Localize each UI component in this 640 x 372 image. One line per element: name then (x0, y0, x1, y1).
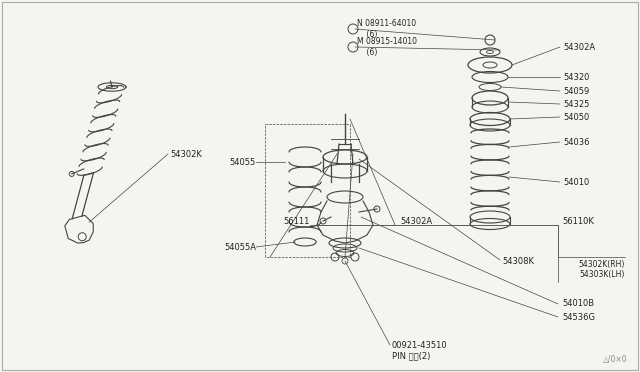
Text: 54302K(RH): 54302K(RH) (579, 260, 625, 269)
Text: 54055A: 54055A (224, 243, 256, 251)
Text: 54059: 54059 (563, 87, 589, 96)
Text: 54308K: 54308K (502, 257, 534, 266)
Text: 54050: 54050 (563, 112, 589, 122)
Text: 54320: 54320 (563, 73, 589, 81)
Text: 56111: 56111 (284, 217, 310, 225)
Text: 56110K: 56110K (562, 217, 594, 225)
Text: 54536G: 54536G (562, 312, 595, 321)
Text: 54303K(LH): 54303K(LH) (580, 270, 625, 279)
Text: 54302A: 54302A (400, 217, 432, 225)
Text: PIN ピン(2): PIN ピン(2) (392, 352, 430, 360)
Text: 54055: 54055 (230, 157, 256, 167)
Text: 54036: 54036 (563, 138, 589, 147)
Text: 54010B: 54010B (562, 299, 594, 308)
Text: △/0×0: △/0×0 (604, 355, 628, 364)
Text: 54302K: 54302K (170, 150, 202, 158)
Text: N 08911-64010
    (6): N 08911-64010 (6) (357, 19, 416, 39)
Text: 00921-43510: 00921-43510 (392, 340, 447, 350)
Text: M 08915-14010
    (6): M 08915-14010 (6) (357, 37, 417, 57)
Text: 54325: 54325 (563, 99, 589, 109)
Text: 54302A: 54302A (563, 42, 595, 51)
Text: 54010: 54010 (563, 177, 589, 186)
